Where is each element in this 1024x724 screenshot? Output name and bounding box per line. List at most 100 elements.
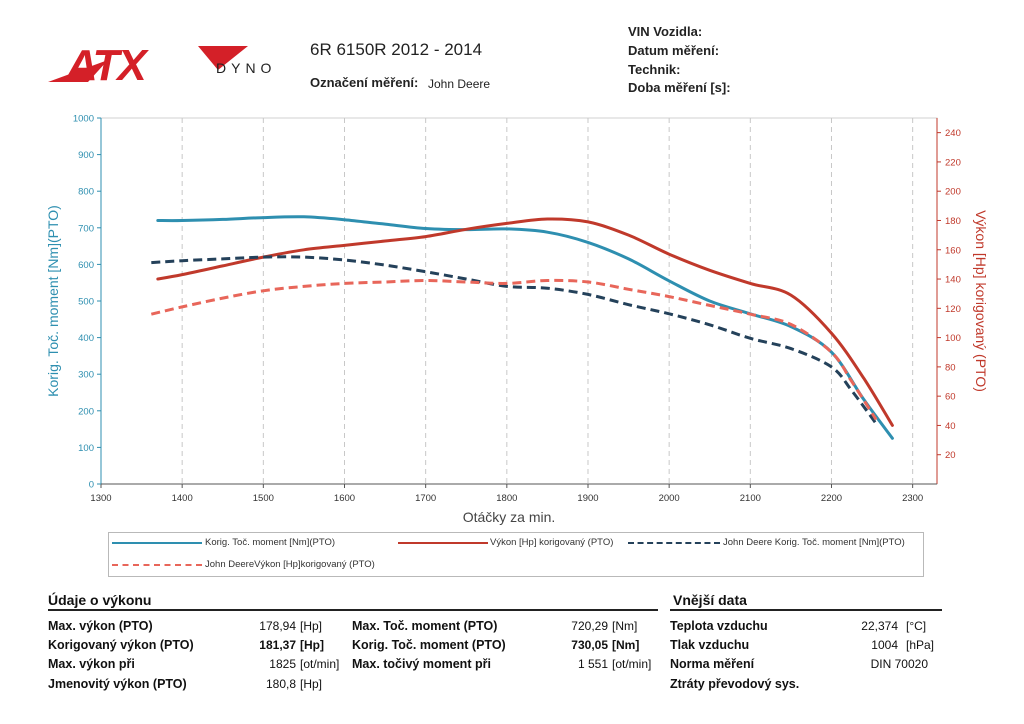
logo-subtext: DYNO <box>216 60 276 76</box>
vin-label: VIN Vozidla: <box>628 24 703 39</box>
transmission-loss-label: Ztráty převodový sys. <box>670 677 800 691</box>
max-power-rpm-label: Max. výkon při <box>48 657 135 671</box>
vehicle-model: 6R 6150R 2012 - 2014 <box>310 40 483 59</box>
x-tick-label: 2200 <box>821 493 842 504</box>
y-left-tick-label: 900 <box>78 150 94 161</box>
standard-label: Norma měření <box>670 657 755 671</box>
y-left-tick-label: 500 <box>78 297 94 308</box>
x-tick-label: 1800 <box>496 493 517 504</box>
dyno-chart: 1300 1400 1500 1600 1700 1800 1900 2000 2100 2200… <box>45 114 989 526</box>
chart-legend <box>108 532 924 577</box>
y-left-tick-label: 0 <box>89 480 94 491</box>
air-temp-unit: [°C] <box>906 619 927 633</box>
logo-text: ATX <box>65 41 149 86</box>
y-right-tick-label: 120 <box>945 304 961 315</box>
chart-series <box>150 215 894 440</box>
y-right-tick-label: 20 <box>945 450 956 461</box>
max-torque-unit: [Nm] <box>612 619 638 633</box>
x-axis-label: Otáčky za min. <box>463 509 556 525</box>
external-title: Vnější data <box>673 592 747 608</box>
max-torque-rpm-unit: [ot/min] <box>612 657 652 671</box>
y-right-tick-label: 40 <box>945 421 956 432</box>
max-torque-rpm-label: Max. točivý moment při <box>352 657 491 671</box>
y-right-axis-label: Výkon [Hp] korigovaný (PTO) <box>973 210 989 392</box>
max-power-rpm-value: 1825 <box>269 657 296 671</box>
max-power-label: Max. výkon (PTO) <box>48 619 153 633</box>
max-power-rpm-unit: [ot/min] <box>300 657 340 671</box>
duration-label: Doba měření [s]: <box>628 80 731 95</box>
y-left-tick-label: 400 <box>78 333 94 344</box>
external-rule <box>670 609 942 611</box>
corrected-torque-value: 730,05 <box>571 638 608 652</box>
x-tick-label: 2300 <box>902 493 923 504</box>
max-torque-rpm-value: 1 551 <box>577 657 608 671</box>
air-pressure-value: 1004 <box>871 638 898 652</box>
y-left-tick-label: 700 <box>78 223 94 234</box>
air-pressure-label: Tlak vzduchu <box>670 638 750 652</box>
performance-title: Údaje o výkonu <box>48 592 152 608</box>
x-tick-label: 2000 <box>659 493 680 504</box>
y-right-tick-label: 140 <box>945 275 961 286</box>
corrected-torque-unit: [Nm] <box>612 638 640 652</box>
x-tick-label: 1900 <box>577 493 598 504</box>
y-left-tick-label: 600 <box>78 260 94 271</box>
series-jd-power-line <box>150 278 878 421</box>
standard-value: DIN 70020 <box>870 657 928 671</box>
plot-frame <box>100 117 938 485</box>
y-left-tick-label: 800 <box>78 187 94 198</box>
legend-swatch-jd-torque <box>628 542 720 544</box>
legend-item-jd-power: John DeereVýkon [Hp]korigovaný (PTO) <box>205 559 375 570</box>
rated-power-unit: [Hp] <box>300 677 323 691</box>
y-left-axis-label: Korig. Toč. moment [Nm](PTO) <box>45 205 61 397</box>
legend-item-power: Výkon [Hp] korigovaný (PTO) <box>490 537 614 548</box>
y-right-tick-label: 220 <box>945 157 961 168</box>
corrected-power-unit: [Hp] <box>300 638 324 652</box>
logo-check <box>198 46 248 70</box>
y-right-tick-label: 80 <box>945 362 956 373</box>
corrected-power-label: Korigovaný výkon (PTO) <box>48 638 194 652</box>
technician-label: Technik: <box>628 62 681 77</box>
x-tick-label: 1700 <box>415 493 436 504</box>
air-temp-label: Teplota vzduchu <box>670 619 768 633</box>
y-left-tick-label: 1000 <box>73 114 94 125</box>
corrected-power-value: 181,37 <box>259 638 296 652</box>
x-tick-label: 1400 <box>172 493 193 504</box>
legend-item-jd-torque: John Deere Korig. Toč. moment [Nm](PTO) <box>723 537 905 548</box>
x-tick-label: 1300 <box>90 493 111 504</box>
legend-swatch-jd-power <box>112 564 202 566</box>
rated-power-label: Jmenovitý výkon (PTO) <box>48 677 187 691</box>
y-left-tick-label: 100 <box>78 443 94 454</box>
max-power-value: 178,94 <box>259 619 296 633</box>
legend-swatch-torque <box>112 542 202 544</box>
performance-rule <box>48 609 658 611</box>
series-jd-torque-line <box>151 255 878 425</box>
date-label: Datum měření: <box>628 43 720 58</box>
y-right-tick-label: 200 <box>945 187 961 198</box>
legend-swatch-power <box>398 542 488 544</box>
max-power-unit: [Hp] <box>300 619 323 633</box>
logo-swoosh <box>48 60 108 82</box>
y-right-tick-label: 160 <box>945 245 961 256</box>
y-right-tick-label: 240 <box>945 128 961 139</box>
corrected-torque-label: Korig. Toč. moment (PTO) <box>352 638 506 652</box>
y-right-tick-label: 180 <box>945 216 961 227</box>
rated-power-value: 180,8 <box>265 677 296 691</box>
x-tick-label: 1500 <box>253 493 274 504</box>
y-left-tick-label: 200 <box>78 406 94 417</box>
y-right-tick-label: 100 <box>945 333 961 344</box>
max-torque-label: Max. Toč. moment (PTO) <box>352 619 498 633</box>
y-right-tick-label: 60 <box>945 392 956 403</box>
air-pressure-unit: [hPa] <box>906 638 935 652</box>
measurement-label: Označení měření: <box>310 75 419 90</box>
atx-dyno-logo: ATX DYNO <box>48 41 276 86</box>
air-temp-value: 22,374 <box>861 619 898 633</box>
chart-grid <box>100 117 938 485</box>
measurement-value: John Deere <box>428 77 491 91</box>
series-torque-line <box>156 215 894 440</box>
y-left-tick-label: 300 <box>78 370 94 381</box>
chart-axes: 1300 1400 1500 1600 1700 1800 1900 2000 2100 2200… <box>45 114 989 526</box>
max-torque-value: 720,29 <box>571 619 608 633</box>
legend-item-torque: Korig. Toč. moment [Nm](PTO) <box>205 537 336 548</box>
x-tick-label: 2100 <box>740 493 761 504</box>
x-tick-label: 1600 <box>334 493 355 504</box>
